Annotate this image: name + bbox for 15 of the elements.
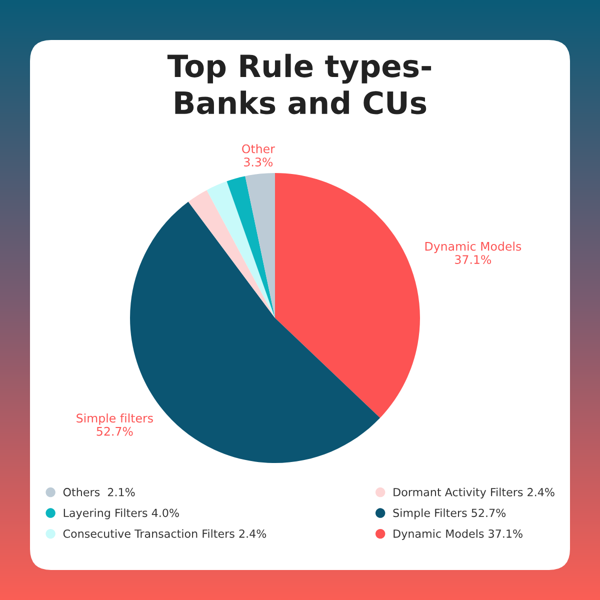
text: Other 3.3% [242, 144, 275, 167]
pie-slice [226, 176, 275, 318]
legend-label: Dynamic Models 37.1% [394, 529, 522, 540]
chart-title: Top Rule types- Banks and CUs [167, 54, 432, 114]
text: Simple filters 52.7% [76, 413, 153, 436]
legend-label: Dormant Activity Filters 2.4% [394, 488, 554, 498]
text: Dynamic Models 37.1% [425, 242, 522, 264]
legend-label: Simple Filters 52.7% [393, 508, 506, 520]
pie-slice [206, 181, 275, 318]
pie-slice [245, 173, 275, 318]
pie-slice [188, 190, 275, 318]
legend-label: Consecutive Transaction Filters 2.4% [63, 529, 266, 538]
legend-label: Layering Filters 4.0% [64, 508, 179, 520]
pie-slice [275, 173, 420, 418]
legend-label: Others 2.1% [63, 488, 135, 496]
